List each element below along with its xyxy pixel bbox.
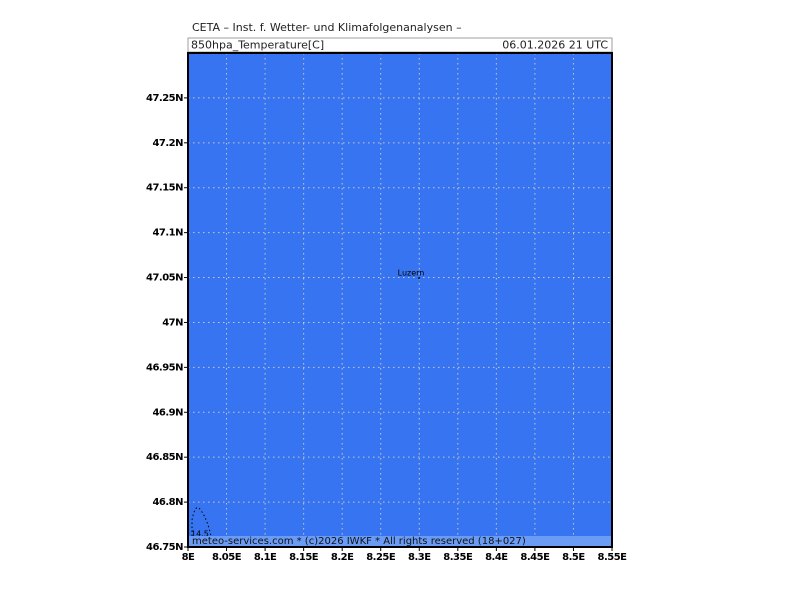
map-frame bbox=[187, 52, 613, 548]
x-tick-label: 8.3E bbox=[408, 552, 431, 563]
y-tick-label: 46.75N bbox=[146, 542, 183, 553]
x-tick-label: 8E bbox=[182, 552, 195, 563]
y-tick-label: 47.25N bbox=[146, 93, 183, 104]
x-tick-label: 8.2E bbox=[331, 552, 354, 563]
x-tick-label: 8.5E bbox=[562, 552, 585, 563]
y-tick-label: 47.05N bbox=[146, 273, 183, 284]
x-tick-label: 8.25E bbox=[366, 552, 396, 563]
y-tick-label: 46.85N bbox=[146, 452, 183, 463]
contour-line bbox=[191, 507, 212, 537]
x-tick-label: 8.15E bbox=[289, 552, 319, 563]
y-tick-label: 46.95N bbox=[146, 362, 183, 373]
x-tick-label: 8.4E bbox=[485, 552, 508, 563]
city-label: Luzern bbox=[398, 269, 425, 278]
variable-label: 850hpa_Temperature[C] bbox=[191, 39, 324, 52]
valid-time: 06.01.2026 21 UTC bbox=[502, 39, 608, 52]
y-tick-label: 46.9N bbox=[152, 407, 183, 418]
map-area bbox=[188, 53, 612, 547]
header-title: CETA – Inst. f. Wetter- und Klimafolgena… bbox=[192, 21, 462, 34]
y-tick-label: 46.8N bbox=[152, 497, 183, 508]
contour-label: 14.5 bbox=[191, 530, 209, 539]
x-tick-label: 8.35E bbox=[443, 552, 473, 563]
city-marker bbox=[418, 277, 420, 279]
x-tick-label: 8.45E bbox=[520, 552, 550, 563]
y-tick-label: 47.15N bbox=[146, 183, 183, 194]
x-tick-label: 8.1E bbox=[254, 552, 277, 563]
y-tick-label: 47N bbox=[162, 317, 183, 328]
footer-band bbox=[189, 536, 611, 546]
x-tick-label: 8.05E bbox=[212, 552, 242, 563]
y-tick-label: 47.2N bbox=[152, 138, 183, 149]
x-tick-label: 8.55E bbox=[597, 552, 627, 563]
y-tick-label: 47.1N bbox=[152, 228, 183, 239]
footer-text: meteo-services.com * (c)2026 IWKF * All … bbox=[192, 536, 526, 547]
